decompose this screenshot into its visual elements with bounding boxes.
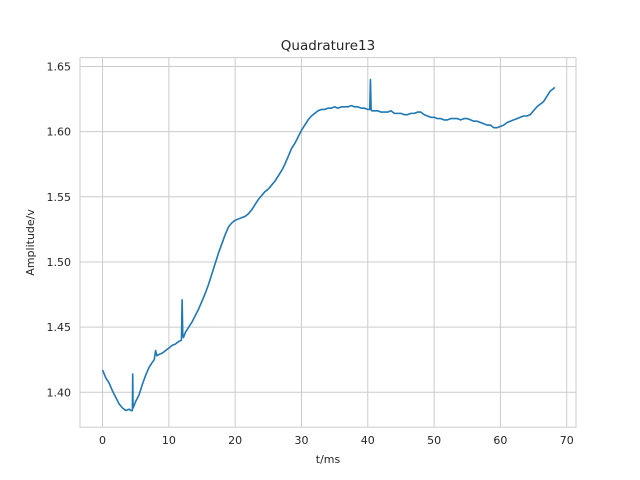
y-axis-label: Amplitude/v [24, 209, 37, 276]
y-axis-ticks: 1.40 1.45 1.50 1.55 1.60 1.65 [47, 60, 72, 399]
x-tick-label: 70 [560, 434, 574, 447]
x-tick-label: 20 [228, 434, 242, 447]
y-tick-label: 1.45 [47, 321, 72, 334]
series-line [101, 78, 556, 412]
plot-area [79, 57, 577, 428]
x-tick-label: 0 [99, 434, 106, 447]
chart-title: Quadrature13 [281, 38, 375, 54]
x-axis-label: t/ms [316, 453, 341, 466]
x-tick-label: 60 [493, 434, 507, 447]
x-tick-label: 40 [361, 434, 375, 447]
y-tick-label: 1.60 [47, 126, 72, 139]
x-tick-label: 50 [427, 434, 441, 447]
y-tick-label: 1.50 [47, 256, 72, 269]
x-tick-label: 10 [162, 434, 176, 447]
series-layer [101, 78, 556, 412]
grid-lines [80, 57, 576, 428]
x-axis-ticks: 0 10 20 30 40 50 60 70 [99, 434, 574, 447]
y-tick-label: 1.65 [47, 60, 72, 73]
x-tick-label: 30 [294, 434, 308, 447]
y-tick-label: 1.40 [47, 386, 72, 399]
y-tick-label: 1.55 [47, 191, 72, 204]
